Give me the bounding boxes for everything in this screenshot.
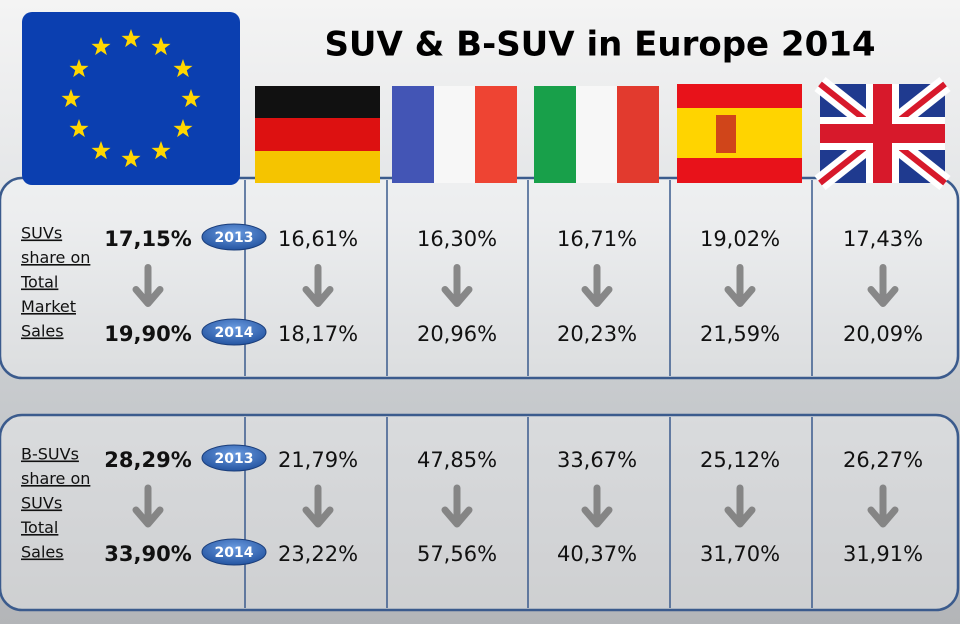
share-value: 16,71% — [557, 227, 637, 251]
share-value: 21,59% — [700, 322, 780, 346]
section-label: Total — [20, 273, 58, 292]
star — [121, 149, 141, 168]
down-arrow — [302, 264, 334, 307]
section-box — [0, 176, 960, 380]
section-label: share on — [21, 248, 90, 267]
column-dividers — [244, 180, 813, 608]
france-flag — [392, 86, 517, 183]
down-arrow — [132, 264, 164, 307]
year-label: 2014 — [215, 325, 254, 341]
year-badge — [201, 223, 267, 251]
year-badge — [201, 538, 267, 566]
share-value: 21,79% — [278, 448, 358, 472]
share-value: 40,37% — [557, 542, 637, 566]
down-arrow — [581, 484, 613, 528]
share-value: 33,67% — [557, 448, 637, 472]
share-value: 33,90% — [104, 542, 191, 566]
down-arrow — [441, 264, 473, 307]
share-value: 16,30% — [417, 227, 497, 251]
share-value: 19,90% — [104, 322, 191, 346]
star — [91, 141, 111, 160]
star — [121, 29, 141, 48]
eu-flag — [22, 12, 240, 185]
year-label: 2013 — [215, 451, 254, 467]
star — [181, 89, 201, 108]
section-label: SUVs — [21, 494, 62, 513]
germany-flag — [255, 86, 380, 183]
share-value: 28,29% — [104, 448, 191, 472]
down-arrow — [724, 484, 756, 528]
share-value: 20,23% — [557, 322, 637, 346]
share-value: 31,91% — [843, 542, 923, 566]
share-value: 47,85% — [417, 448, 497, 472]
share-value: 31,70% — [700, 542, 780, 566]
share-value: 57,56% — [417, 542, 497, 566]
share-value: 20,96% — [417, 322, 497, 346]
down-arrow — [867, 264, 899, 307]
year-label: 2013 — [215, 230, 254, 246]
down-arrow — [132, 484, 164, 528]
share-value: 23,22% — [278, 542, 358, 566]
section-label: SUVs — [21, 224, 62, 243]
section-box — [0, 413, 960, 612]
section-label: Sales — [21, 543, 64, 562]
section-label: Total — [20, 518, 58, 537]
share-value: 20,09% — [843, 322, 923, 346]
down-arrow — [441, 484, 473, 528]
italy-flag — [534, 86, 659, 183]
star — [91, 37, 111, 56]
share-value: 19,02% — [700, 227, 780, 251]
star — [151, 37, 171, 56]
share-value: 17,15% — [104, 227, 191, 251]
title: SUV & B-SUV in Europe 2014 — [324, 25, 875, 65]
share-value: 26,27% — [843, 448, 923, 472]
section-label: B-SUVs — [21, 445, 79, 464]
section-label: Market — [21, 297, 76, 316]
share-value: 18,17% — [278, 322, 358, 346]
star — [61, 89, 81, 108]
star — [69, 119, 89, 138]
star — [151, 141, 171, 160]
star — [173, 119, 193, 138]
star — [69, 59, 89, 78]
uk-flag — [814, 76, 951, 191]
share-value: 17,43% — [843, 227, 923, 251]
year-badge — [201, 318, 267, 346]
share-value: 16,61% — [278, 227, 358, 251]
spain-flag — [677, 84, 802, 183]
star — [173, 59, 193, 78]
down-arrow — [867, 484, 899, 528]
section-label: Sales — [21, 322, 64, 341]
share-value: 25,12% — [700, 448, 780, 472]
section-label: share on — [21, 469, 90, 488]
year-badge — [201, 444, 267, 472]
year-label: 2014 — [215, 545, 254, 561]
down-arrow — [302, 484, 334, 528]
down-arrow — [581, 264, 613, 307]
down-arrow — [724, 264, 756, 307]
